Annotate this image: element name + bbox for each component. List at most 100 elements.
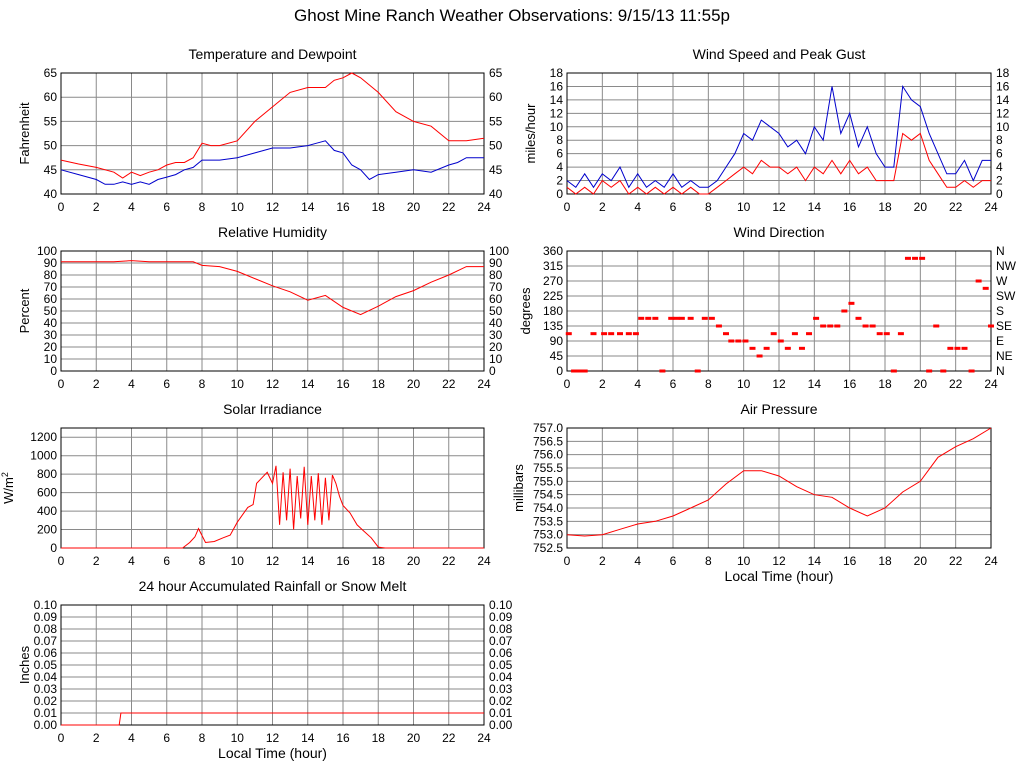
solar-y-tick-label: 1200 bbox=[30, 430, 57, 444]
wind-right-y-tick-label: 12 bbox=[996, 106, 1010, 120]
winddir-point bbox=[855, 316, 862, 320]
pressure-y-tick-label: 753.0 bbox=[533, 528, 563, 542]
pressure-x-tick-label: 10 bbox=[737, 554, 751, 568]
humidity-x-tick-label: 0 bbox=[58, 377, 65, 391]
wind-title: Wind Speed and Peak Gust bbox=[693, 46, 866, 62]
solar-y-tick-label: 800 bbox=[37, 467, 57, 481]
winddir-point bbox=[608, 332, 615, 336]
winddir-point bbox=[694, 369, 701, 373]
humidity-right-y-tick-label: 30 bbox=[489, 328, 503, 342]
winddir-y-tick-label: 90 bbox=[550, 334, 564, 348]
humidity-y-tick-label: 30 bbox=[44, 328, 58, 342]
winddir-point bbox=[590, 332, 597, 336]
pressure-y-axis-label: millibars bbox=[511, 464, 526, 512]
humidity-y-tick-label: 80 bbox=[44, 268, 58, 282]
rain-right-y-tick-label: 0.05 bbox=[489, 658, 513, 672]
rain-x-tick-label: 4 bbox=[128, 731, 135, 745]
rain-y-tick-label: 0.05 bbox=[34, 658, 58, 672]
pressure-y-tick-label: 757.0 bbox=[533, 421, 563, 435]
winddir-point bbox=[869, 324, 876, 328]
humidity-y-axis-label: Percent bbox=[17, 288, 32, 333]
temp-right-y-tick-label: 45 bbox=[489, 163, 503, 177]
humidity-series-0-line bbox=[61, 260, 484, 316]
humidity-right-y-tick-label: 0 bbox=[489, 364, 496, 378]
rain-right-y-tick-label: 0.08 bbox=[489, 622, 513, 636]
winddir-right-y-tick-label: NE bbox=[996, 349, 1013, 363]
rain-x-tick-label: 24 bbox=[477, 731, 491, 745]
winddir-x-tick-label: 16 bbox=[843, 377, 857, 391]
humidity-right-y-tick-label: 100 bbox=[489, 244, 509, 258]
pressure-y-tick-label: 753.5 bbox=[533, 514, 563, 528]
winddir-right-y-tick-label: S bbox=[996, 304, 1004, 318]
temp-series-1-line bbox=[60, 140, 484, 185]
winddir-right-y-tick-label: SE bbox=[996, 319, 1012, 333]
rain-chart: 24 hour Accumulated Rainfall or Snow Mel… bbox=[17, 578, 513, 761]
solar-y-tick-label: 600 bbox=[37, 486, 57, 500]
winddir-point bbox=[770, 332, 777, 336]
pressure-x-tick-label: 24 bbox=[984, 554, 998, 568]
winddir-point bbox=[904, 256, 911, 260]
wind-x-tick-label: 4 bbox=[634, 200, 641, 214]
temp-y-tick-label: 60 bbox=[44, 90, 58, 104]
wind-series-1-line bbox=[566, 132, 991, 195]
humidity-x-tick-label: 10 bbox=[231, 377, 245, 391]
wind-right-y-tick-label: 8 bbox=[996, 133, 1003, 147]
page-title: Ghost Mine Ranch Weather Observations: 9… bbox=[294, 6, 730, 25]
pressure-x-tick-label: 14 bbox=[808, 554, 822, 568]
solar-x-tick-label: 0 bbox=[58, 554, 65, 568]
winddir-point bbox=[659, 369, 666, 373]
rain-x-tick-label: 20 bbox=[407, 731, 421, 745]
rain-right-y-tick-label: 0.06 bbox=[489, 646, 513, 660]
temp-right-y-tick-label: 55 bbox=[489, 114, 503, 128]
wind-x-tick-label: 24 bbox=[984, 200, 998, 214]
temp-x-tick-label: 10 bbox=[231, 200, 245, 214]
rain-x-tick-label: 16 bbox=[336, 731, 350, 745]
rain-y-tick-label: 0.08 bbox=[34, 622, 58, 636]
winddir-x-tick-label: 18 bbox=[878, 377, 892, 391]
winddir-point bbox=[988, 324, 994, 328]
winddir-frame bbox=[566, 250, 992, 372]
rain-x-tick-label: 0 bbox=[58, 731, 65, 745]
winddir-x-tick-label: 24 bbox=[984, 377, 998, 391]
wind-x-tick-label: 12 bbox=[772, 200, 786, 214]
winddir-point bbox=[912, 256, 919, 260]
humidity-title: Relative Humidity bbox=[218, 224, 327, 240]
winddir-point bbox=[827, 324, 834, 328]
pressure-x-tick-label: 4 bbox=[634, 554, 641, 568]
pressure-y-tick-label: 756.0 bbox=[533, 448, 563, 462]
wind-right-y-tick-label: 4 bbox=[996, 160, 1003, 174]
temp-y-tick-label: 65 bbox=[44, 66, 58, 80]
wind-right-y-tick-label: 18 bbox=[996, 66, 1010, 80]
winddir-point bbox=[601, 332, 608, 336]
winddir-point bbox=[701, 316, 708, 320]
humidity-x-tick-label: 18 bbox=[372, 377, 386, 391]
pressure-x-tick-label: 2 bbox=[599, 554, 606, 568]
wind-y-tick-label: 0 bbox=[556, 187, 563, 201]
winddir-point bbox=[940, 369, 947, 373]
wind-right-y-tick-label: 2 bbox=[996, 174, 1003, 188]
humidity-y-tick-label: 100 bbox=[37, 244, 57, 258]
humidity-right-y-tick-label: 20 bbox=[489, 340, 503, 354]
rain-y-tick-label: 0.03 bbox=[34, 682, 58, 696]
humidity-right-y-tick-label: 70 bbox=[489, 280, 503, 294]
temp-x-tick-label: 18 bbox=[372, 200, 386, 214]
winddir-point bbox=[645, 316, 652, 320]
winddir-point bbox=[933, 324, 940, 328]
winddir-point bbox=[961, 346, 968, 350]
pressure-y-tick-label: 756.5 bbox=[533, 434, 563, 448]
temp-title: Temperature and Dewpoint bbox=[188, 46, 356, 62]
wind-y-tick-label: 6 bbox=[556, 147, 563, 161]
wind-y-tick-label: 8 bbox=[556, 133, 563, 147]
winddir-point bbox=[763, 346, 770, 350]
rain-x-axis-label: Local Time (hour) bbox=[218, 745, 327, 761]
solar-y-tick-label: 200 bbox=[37, 523, 57, 537]
solar-y-axis-label: W/m2 bbox=[0, 472, 16, 504]
winddir-point bbox=[673, 316, 680, 320]
winddir-point bbox=[723, 332, 729, 336]
humidity-x-tick-label: 20 bbox=[407, 377, 421, 391]
temp-x-tick-label: 22 bbox=[442, 200, 456, 214]
wind-y-tick-label: 4 bbox=[556, 160, 563, 174]
winddir-title: Wind Direction bbox=[733, 224, 824, 240]
